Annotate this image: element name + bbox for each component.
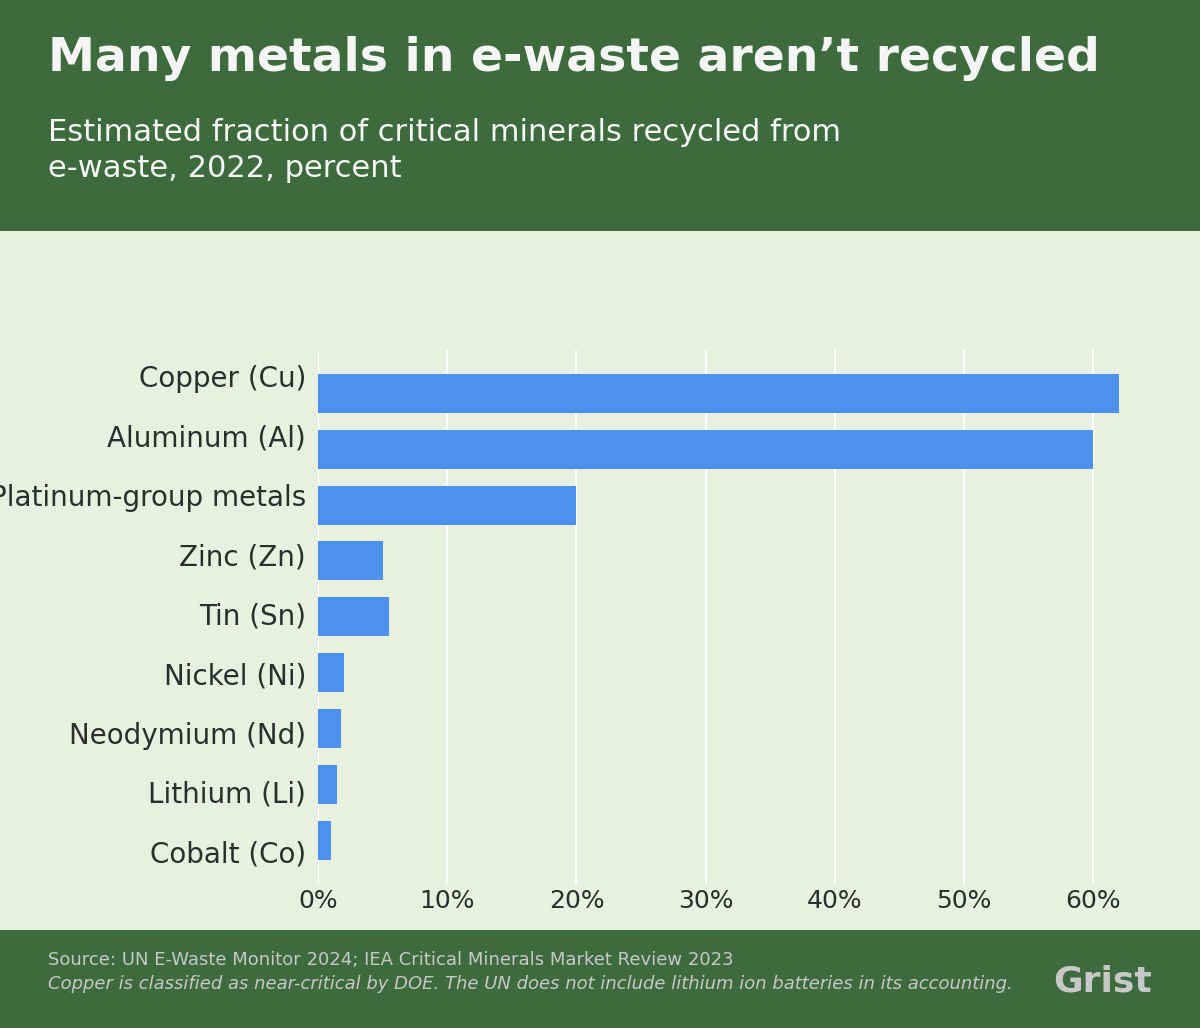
Bar — [318, 653, 344, 692]
Text: Tin (Sn): Tin (Sn) — [199, 602, 306, 631]
Text: Nickel (Ni): Nickel (Ni) — [163, 662, 306, 690]
Text: Copper is classified as near-critical by DOE. The UN does not include lithium io: Copper is classified as near-critical by… — [48, 975, 1013, 993]
Text: Copper (Cu): Copper (Cu) — [139, 365, 306, 394]
Text: Platinum-group metals: Platinum-group metals — [0, 484, 306, 512]
Text: Lithium (Li): Lithium (Li) — [148, 781, 306, 809]
Text: Cobalt (Co): Cobalt (Co) — [150, 840, 306, 869]
Bar — [318, 542, 383, 581]
Text: Aluminum (Al): Aluminum (Al) — [107, 425, 306, 452]
Text: Grist: Grist — [1054, 964, 1152, 998]
Text: Neodymium (Nd): Neodymium (Nd) — [70, 722, 306, 749]
Text: Many metals in e-waste aren’t recycled: Many metals in e-waste aren’t recycled — [48, 36, 1100, 81]
Bar — [318, 765, 337, 804]
Bar — [318, 430, 1093, 469]
Bar — [318, 820, 331, 859]
Bar — [318, 374, 1120, 413]
Bar — [318, 485, 576, 524]
Text: Zinc (Zn): Zinc (Zn) — [179, 544, 306, 572]
Text: Source: UN E-Waste Monitor 2024; IEA Critical Minerals Market Review 2023: Source: UN E-Waste Monitor 2024; IEA Cri… — [48, 951, 733, 969]
Bar — [318, 709, 341, 748]
Bar — [318, 597, 389, 636]
Text: Estimated fraction of critical minerals recycled from
e-waste, 2022, percent: Estimated fraction of critical minerals … — [48, 118, 841, 183]
